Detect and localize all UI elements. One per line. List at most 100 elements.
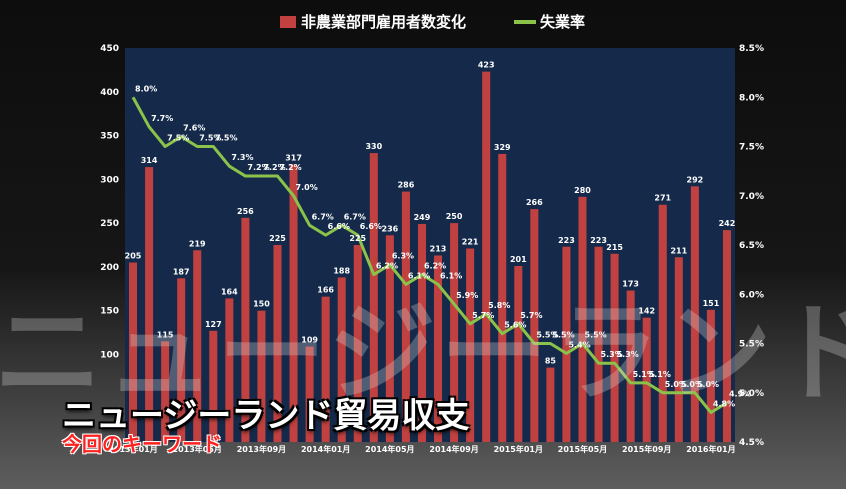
line-value-label: 5.3% [601,350,623,359]
legend: 非農業部門雇用者数変化 失業率 [280,13,585,31]
line-value-label: 5.5% [536,331,558,340]
bar-value-label: 223 [558,236,575,245]
line-value-label: 5.0% [665,380,687,389]
x-tick: 2014年01月 [301,444,350,454]
y-left-tick: 400 [100,88,119,98]
bar [337,277,346,442]
y-right-tick: 7.0% [739,192,764,202]
unemployment-line [131,96,728,414]
bar-value-label: 201 [510,255,527,264]
bar-value-label: 249 [414,213,431,222]
x-tick: 2013年09月 [237,444,286,454]
y-right-tick: 4.5% [739,438,764,448]
data-labels: 205 314 115 187 219 127 164 256 150 225 317 109 166 1… [125,61,751,409]
bar [145,167,154,442]
bar [482,71,491,442]
bar-value-label: 286 [398,181,415,190]
line-value-label: 5.4% [568,340,590,349]
bar [434,255,443,442]
bar-value-label: 223 [590,236,607,245]
bar-value-label: 242 [719,219,736,228]
bar [273,245,282,442]
frame-edge [846,0,860,489]
caption-title: ニュージーランド貿易収支 [62,396,470,436]
bar-value-label: 211 [670,246,687,255]
line-value-label: 7.2% [263,163,285,172]
bar [289,164,298,442]
bar-value-label: 188 [333,266,350,275]
bar-value-label: 250 [446,212,463,221]
line-value-label: 6.1% [408,271,430,280]
line-value-label: 6.6% [328,222,350,231]
legend-label-line: 失業率 [540,13,585,31]
line-value-label: 4.8% [713,399,735,408]
x-tick: 2014年09月 [429,444,478,454]
x-tick: 2015年01月 [494,444,543,454]
bar-value-label: 219 [189,239,206,248]
bar [401,191,410,442]
bar-value-label: 329 [494,143,511,152]
line-value-label: 5.3% [617,350,639,359]
line-value-label: 8.0% [135,84,157,93]
bar [161,341,170,442]
line-series [131,96,728,414]
bar [530,209,539,442]
bar [129,262,138,442]
bar [498,153,507,443]
bar-value-label: 317 [285,153,302,162]
legend-swatch-bars [280,16,296,28]
bar-value-label: 115 [157,330,174,339]
line-value-label: 7.5% [199,134,221,143]
bar-value-label: 423 [478,61,495,70]
y-left-tick: 300 [100,175,119,185]
y-right-tick: 6.0% [739,290,764,300]
bar-value-label: 127 [205,320,222,329]
bar-value-label: 225 [349,234,366,243]
y-left-tick: 100 [100,350,119,360]
line-value-label: 5.5% [585,331,607,340]
bar [706,309,715,442]
bar-series [129,71,731,443]
y-right-tick: 8.0% [739,93,764,103]
y-left-tick: 350 [100,132,119,142]
bar [177,278,186,442]
legend-label-bars: 非農業部門雇用者数変化 [301,13,466,31]
bar-value-label: 205 [125,252,142,261]
line-value-label: 4.9% [729,390,751,399]
bar [305,346,314,442]
line-value-label: 6.2% [376,262,398,271]
bar-value-label: 213 [430,245,447,254]
line-value-label: 6.7% [344,212,366,221]
bar [353,245,362,442]
line-value-label: 5.0% [697,380,719,389]
y-left-tick: 250 [100,219,119,229]
bar-value-label: 150 [253,300,270,309]
bar [417,223,426,442]
bar [674,257,683,442]
line-value-label: 5.0% [681,380,703,389]
bar-value-label: 142 [638,307,655,316]
line-value-label: 6.3% [392,252,414,261]
bar [257,310,266,442]
y-right-tick: 5.5% [739,340,764,350]
bar-value-label: 173 [622,280,639,289]
bar-value-label: 166 [317,286,334,295]
bar [209,330,218,442]
line-value-label: 7.6% [183,124,205,133]
x-tick: 2014年05月 [365,444,414,454]
line-value-label: 7.2% [280,163,302,172]
line-value-label: 5.5% [552,331,574,340]
bar-value-label: 266 [526,198,543,207]
line-value-label: 6.1% [440,271,462,280]
y-right-tick: 8.5% [739,44,764,54]
bar-value-label: 256 [237,207,254,216]
bar [610,253,619,442]
bar-value-label: 221 [462,238,479,247]
line-value-label: 7.7% [151,114,173,123]
bar [321,296,330,442]
y-right-tick: 6.5% [739,241,764,251]
bar [578,196,587,442]
bar [193,250,202,442]
bar [450,223,459,442]
